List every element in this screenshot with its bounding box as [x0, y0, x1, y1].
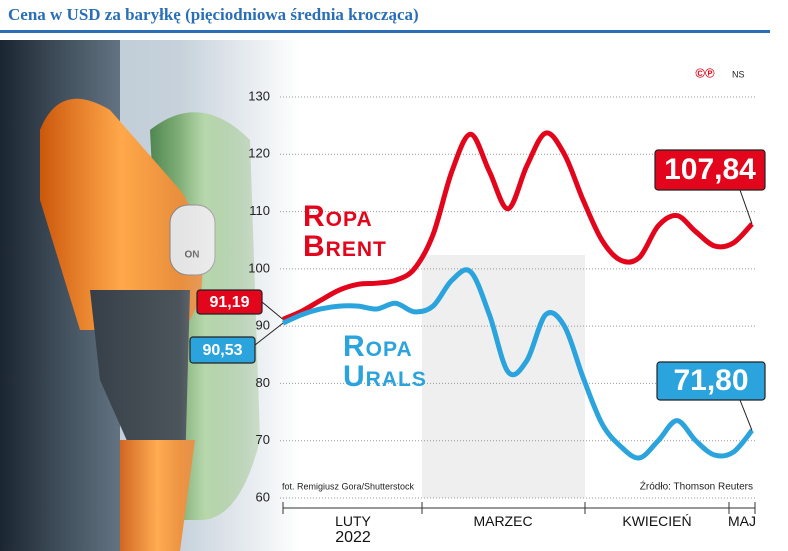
- logo: ©℗: [695, 65, 715, 80]
- y-tick-label: 110: [249, 203, 270, 218]
- title-bar: [0, 0, 770, 30]
- y-tick-label: 120: [248, 146, 270, 161]
- source: Źródło: Thomson Reuters: [640, 480, 753, 493]
- x-tick-label: KWIECIEŃ: [622, 513, 692, 529]
- y-tick-label: 130: [248, 88, 270, 103]
- y-tick-label: 80: [256, 375, 270, 390]
- title-rule: [0, 30, 770, 33]
- value-label-box: [656, 361, 766, 401]
- photo: ON: [0, 40, 300, 551]
- value-label: 90,53: [202, 342, 242, 359]
- photo-credit: fot. Remigiusz Gora/Shutterstock: [282, 481, 415, 491]
- value-label: 71,80: [673, 364, 748, 397]
- y-tick-label: 100: [248, 260, 270, 275]
- line: [281, 267, 754, 461]
- leader-line: [739, 399, 753, 431]
- chart-title: Cena w USD za baryłkę (pięciodniowa śred…: [8, 5, 419, 24]
- value-label: 107,84: [664, 153, 756, 186]
- series-label: Ropa Brent: [303, 200, 387, 263]
- value-label-box: [196, 289, 263, 315]
- leader-line: [739, 189, 753, 225]
- logo-author: NS: [732, 69, 745, 79]
- value-label-box: [189, 336, 256, 364]
- series-label: Ropa Urals: [343, 330, 427, 393]
- line: [282, 130, 754, 322]
- y-tick-label: 70: [256, 432, 270, 447]
- year-label: 2022: [335, 529, 371, 546]
- value-label: 91,19: [209, 294, 249, 311]
- value-label-box: [654, 149, 766, 191]
- month-shade: [422, 255, 585, 498]
- x-tick-label: MARZEC: [473, 513, 533, 529]
- leader-line: [254, 322, 284, 346]
- leader-line: [261, 301, 284, 320]
- y-tick-label: 90: [256, 318, 270, 333]
- month-block: LUTY 2022: [283, 513, 423, 547]
- x-tick-label: LUTY: [335, 513, 371, 529]
- x-tick-label: MAJ: [728, 513, 756, 529]
- y-tick-label: 60: [256, 489, 270, 504]
